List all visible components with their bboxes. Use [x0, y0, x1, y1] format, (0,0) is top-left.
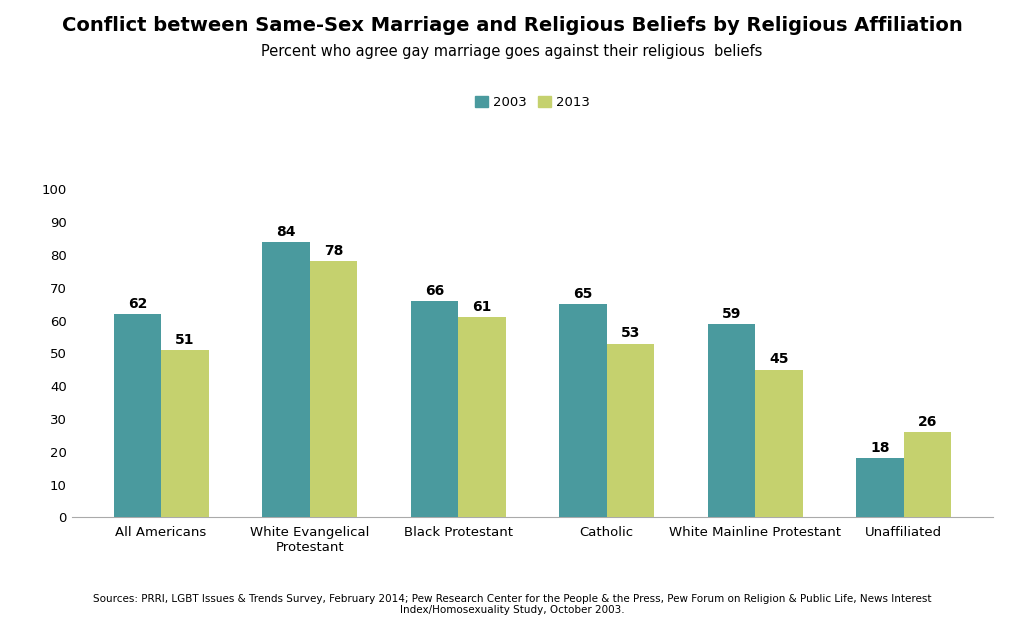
Bar: [856, 458, 904, 517]
Text: 65: 65: [573, 287, 593, 301]
Text: 84: 84: [276, 225, 296, 239]
Text: 62: 62: [128, 297, 147, 310]
Text: 78: 78: [324, 244, 343, 258]
Bar: [411, 301, 458, 517]
Bar: [756, 370, 803, 517]
Bar: [309, 261, 357, 517]
Text: 51: 51: [175, 333, 195, 347]
Bar: [904, 432, 951, 517]
Bar: [708, 324, 756, 517]
Text: 61: 61: [472, 300, 492, 314]
Bar: [262, 242, 309, 517]
Text: Percent who agree gay marriage goes against their religious  beliefs: Percent who agree gay marriage goes agai…: [261, 44, 763, 59]
Text: 26: 26: [918, 415, 937, 429]
Bar: [458, 317, 506, 517]
Bar: [607, 343, 654, 517]
Text: 45: 45: [769, 353, 788, 367]
Text: Conflict between Same-Sex Marriage and Religious Beliefs by Religious Affiliatio: Conflict between Same-Sex Marriage and R…: [61, 16, 963, 35]
Text: Sources: PRRI, LGBT Issues & Trends Survey, February 2014; Pew Research Center f: Sources: PRRI, LGBT Issues & Trends Surv…: [93, 594, 931, 615]
Text: 18: 18: [870, 441, 890, 455]
Bar: [559, 304, 607, 517]
Text: 53: 53: [621, 326, 640, 340]
Text: 66: 66: [425, 283, 444, 298]
Bar: [161, 350, 209, 517]
Bar: [114, 314, 161, 517]
Legend: 2003, 2013: 2003, 2013: [470, 91, 595, 114]
Text: 59: 59: [722, 307, 741, 321]
